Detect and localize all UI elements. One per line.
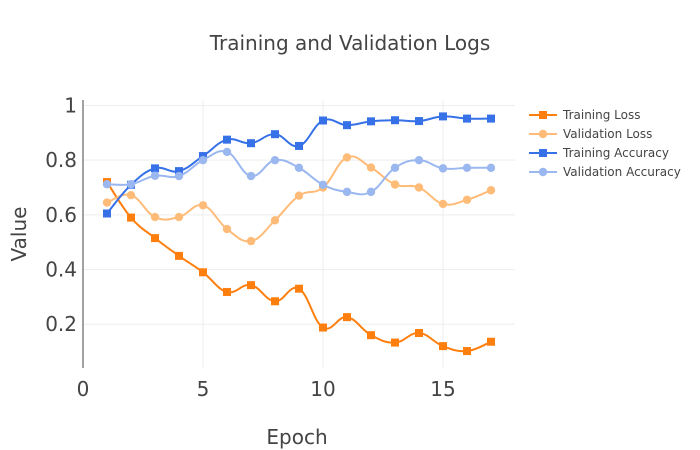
training-accuracy-point — [343, 121, 351, 130]
training-accuracy-point — [487, 114, 495, 123]
x-axis-label: Epoch — [266, 425, 327, 449]
series-validation-loss — [102, 153, 496, 246]
validation-accuracy-point — [390, 163, 400, 173]
x-tick-label: 15 — [430, 377, 455, 401]
legend-swatch-marker — [538, 129, 548, 139]
chart-title: Training and Validation Logs — [209, 31, 491, 55]
x-axis-ticks: 0 5 10 15 — [77, 377, 456, 401]
legend-item-training-loss: Training Loss — [529, 108, 640, 122]
validation-accuracy-point — [318, 180, 328, 189]
validation-accuracy-point — [198, 155, 208, 165]
training-accuracy-point — [151, 164, 159, 173]
x-tick-label: 0 — [77, 377, 90, 401]
training-loss-point — [319, 323, 327, 332]
legend-item-training-accuracy: Training Accuracy — [529, 146, 669, 160]
legend-item-validation-loss: Validation Loss — [529, 127, 652, 141]
x-tick-label: 5 — [197, 377, 210, 401]
series-layer — [102, 112, 496, 356]
validation-accuracy-point — [270, 155, 280, 165]
series-validation-accuracy — [102, 147, 496, 197]
training-loss-point — [439, 342, 447, 351]
validation-accuracy-point — [342, 187, 352, 197]
validation-loss-point — [342, 153, 352, 162]
validation-loss-point — [294, 191, 304, 200]
validation-loss-point — [150, 212, 160, 222]
validation-accuracy-point — [150, 171, 160, 180]
validation-accuracy-point — [246, 171, 256, 181]
training-accuracy-point — [391, 116, 399, 125]
legend-label: Validation Loss — [563, 127, 652, 141]
validation-loss-point — [270, 216, 280, 225]
y-tick-label: 0.4 — [45, 258, 77, 282]
validation-accuracy-point — [438, 164, 448, 173]
training-loss-point — [343, 313, 351, 322]
training-accuracy-point — [223, 135, 231, 144]
training-loss-point — [271, 297, 279, 306]
legend-item-validation-accuracy: Validation Accuracy — [529, 165, 681, 179]
validation-loss-point — [102, 198, 112, 207]
validation-loss-point — [246, 236, 256, 246]
validation-loss-point — [174, 212, 184, 222]
training-loss-point — [463, 347, 471, 356]
training-accuracy-point — [103, 209, 111, 218]
training-loss-point — [199, 268, 207, 277]
legend-swatch-marker — [538, 167, 548, 177]
y-tick-label: 0.2 — [45, 312, 77, 336]
training-accuracy-point — [247, 139, 255, 148]
training-accuracy-point — [175, 167, 183, 176]
training-loss-line — [106, 181, 492, 353]
validation-loss-point — [222, 224, 232, 234]
validation-accuracy-point — [222, 147, 232, 157]
training-accuracy-point — [463, 114, 471, 123]
validation-accuracy-point — [414, 155, 424, 165]
training-loss-point — [151, 234, 159, 243]
validation-loss-point — [366, 163, 376, 172]
training-loss-point — [223, 287, 231, 296]
validation-loss-point — [126, 190, 136, 200]
validation-loss-point — [390, 180, 400, 189]
legend-label: Training Loss — [562, 108, 640, 122]
training-accuracy-point — [367, 117, 375, 126]
legend-label: Training Accuracy — [562, 146, 669, 160]
training-accuracy-point — [439, 112, 447, 121]
training-loss-point — [415, 328, 423, 337]
training-loss-point — [175, 251, 183, 260]
validation-accuracy-point — [126, 180, 136, 189]
y-axis-ticks: 0.2 0.4 0.6 0.8 1 — [45, 93, 77, 336]
legend: Training Loss Validation Loss Training Acc… — [529, 108, 681, 179]
training-loss-point — [367, 331, 375, 340]
training-accuracy-point — [319, 116, 327, 125]
validation-accuracy-line — [106, 150, 492, 196]
validation-loss-point — [414, 183, 424, 192]
training-accuracy-point — [295, 141, 303, 150]
legend-swatch-marker — [539, 111, 547, 119]
validation-loss-point — [486, 186, 496, 195]
training-accuracy-point — [271, 130, 279, 139]
legend-swatch-marker — [539, 149, 547, 157]
validation-accuracy-point — [486, 163, 496, 173]
y-tick-label: 0.6 — [45, 203, 77, 227]
y-axis-label: Value — [7, 207, 31, 262]
training-loss-point — [127, 213, 135, 222]
training-loss-point — [295, 284, 303, 293]
validation-loss-point — [438, 199, 448, 209]
training-loss-point — [391, 338, 399, 347]
validation-accuracy-point — [102, 180, 112, 189]
training-loss-point — [247, 281, 255, 290]
validation-accuracy-point — [462, 163, 472, 173]
y-tick-label: 1 — [64, 93, 77, 117]
legend-label: Validation Accuracy — [563, 165, 681, 179]
validation-loss-point — [462, 195, 472, 205]
validation-accuracy-point — [174, 171, 184, 181]
grid — [83, 100, 515, 368]
x-tick-label: 10 — [310, 377, 335, 401]
validation-accuracy-point — [294, 163, 304, 173]
y-tick-label: 0.8 — [45, 148, 77, 172]
validation-accuracy-point — [366, 187, 376, 197]
training-accuracy-point — [415, 117, 423, 126]
validation-loss-point — [198, 201, 208, 210]
training-loss-point — [487, 337, 495, 346]
series-training-loss — [103, 178, 495, 356]
